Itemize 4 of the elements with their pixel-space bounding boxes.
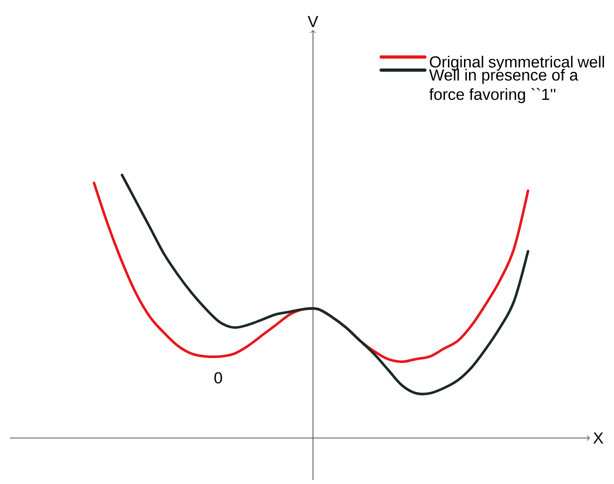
x-axis-title: X bbox=[593, 432, 604, 444]
text: V bbox=[308, 16, 318, 28]
legend-label: Original symmetrical well bbox=[430, 56, 604, 71]
annotation: 0 bbox=[214, 372, 222, 384]
